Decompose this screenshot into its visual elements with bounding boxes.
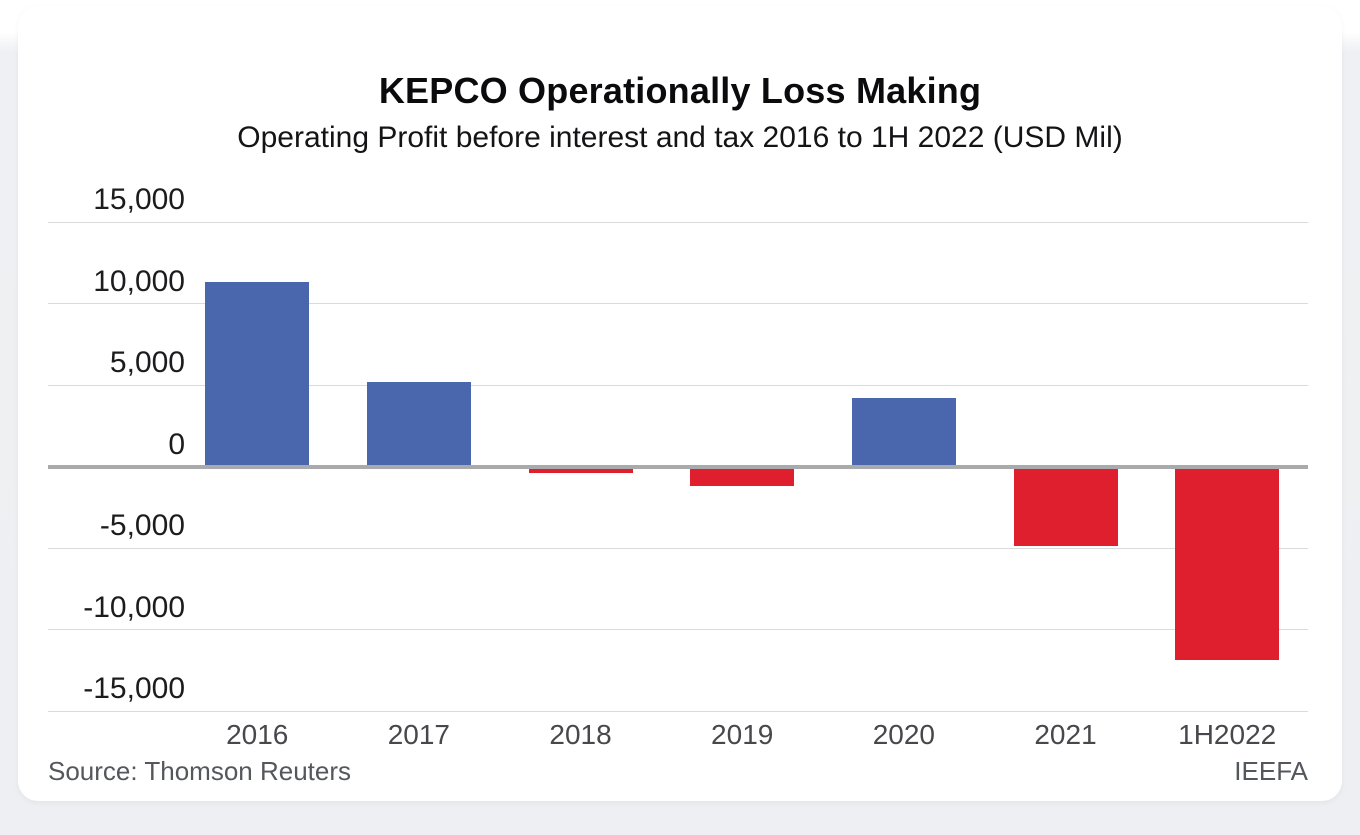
bar-2019	[690, 466, 795, 487]
bar-1H2022	[1175, 466, 1280, 661]
bar-2020	[851, 398, 956, 467]
y-axis-tick-label: 0	[168, 427, 185, 461]
chart-title: KEPCO Operationally Loss Making	[378, 70, 982, 111]
zero-axis-line	[48, 464, 1308, 469]
y-axis-tick-label: 15,000	[93, 183, 185, 216]
x-axis-tick-label-2019: 2019	[711, 719, 774, 750]
gridline--10,000	[48, 629, 1308, 630]
bar-2016	[205, 282, 310, 467]
source-attribution-text: Source: Thomson Reuters	[48, 756, 351, 786]
bar-2018	[528, 466, 633, 474]
gridline--15,000	[48, 710, 1308, 712]
x-axis-tick-label-2017: 2017	[387, 719, 451, 750]
y-axis-tick-label: -15,000	[83, 672, 185, 705]
gridline-15,000	[48, 221, 1308, 223]
x-axis-tick-label-2018: 2018	[549, 719, 612, 750]
publisher-attribution-text: IEEFA	[1234, 756, 1308, 786]
y-axis-tick-label: -5,000	[99, 509, 185, 542]
x-axis-tick-label-1H2022: 1H2022	[1178, 719, 1277, 750]
x-axis-tick-label-2016: 2016	[226, 719, 289, 750]
x-axis-tick-label-2020: 2020	[872, 719, 935, 750]
gridline--5,000	[48, 547, 1308, 549]
gridline-5,000	[48, 384, 1308, 386]
bar-2021	[1013, 466, 1118, 546]
x-axis-tick-label-2021: 2021	[1034, 719, 1097, 750]
bar-2017	[366, 381, 471, 467]
y-axis-tick-label: 5,000	[109, 346, 185, 379]
gridline-10,000	[48, 303, 1308, 304]
chart-subtitle: Operating Profit before interest and tax…	[237, 121, 1123, 154]
y-axis-tick-label: 10,000	[93, 264, 185, 298]
y-axis-tick-label: -10,000	[83, 590, 185, 624]
